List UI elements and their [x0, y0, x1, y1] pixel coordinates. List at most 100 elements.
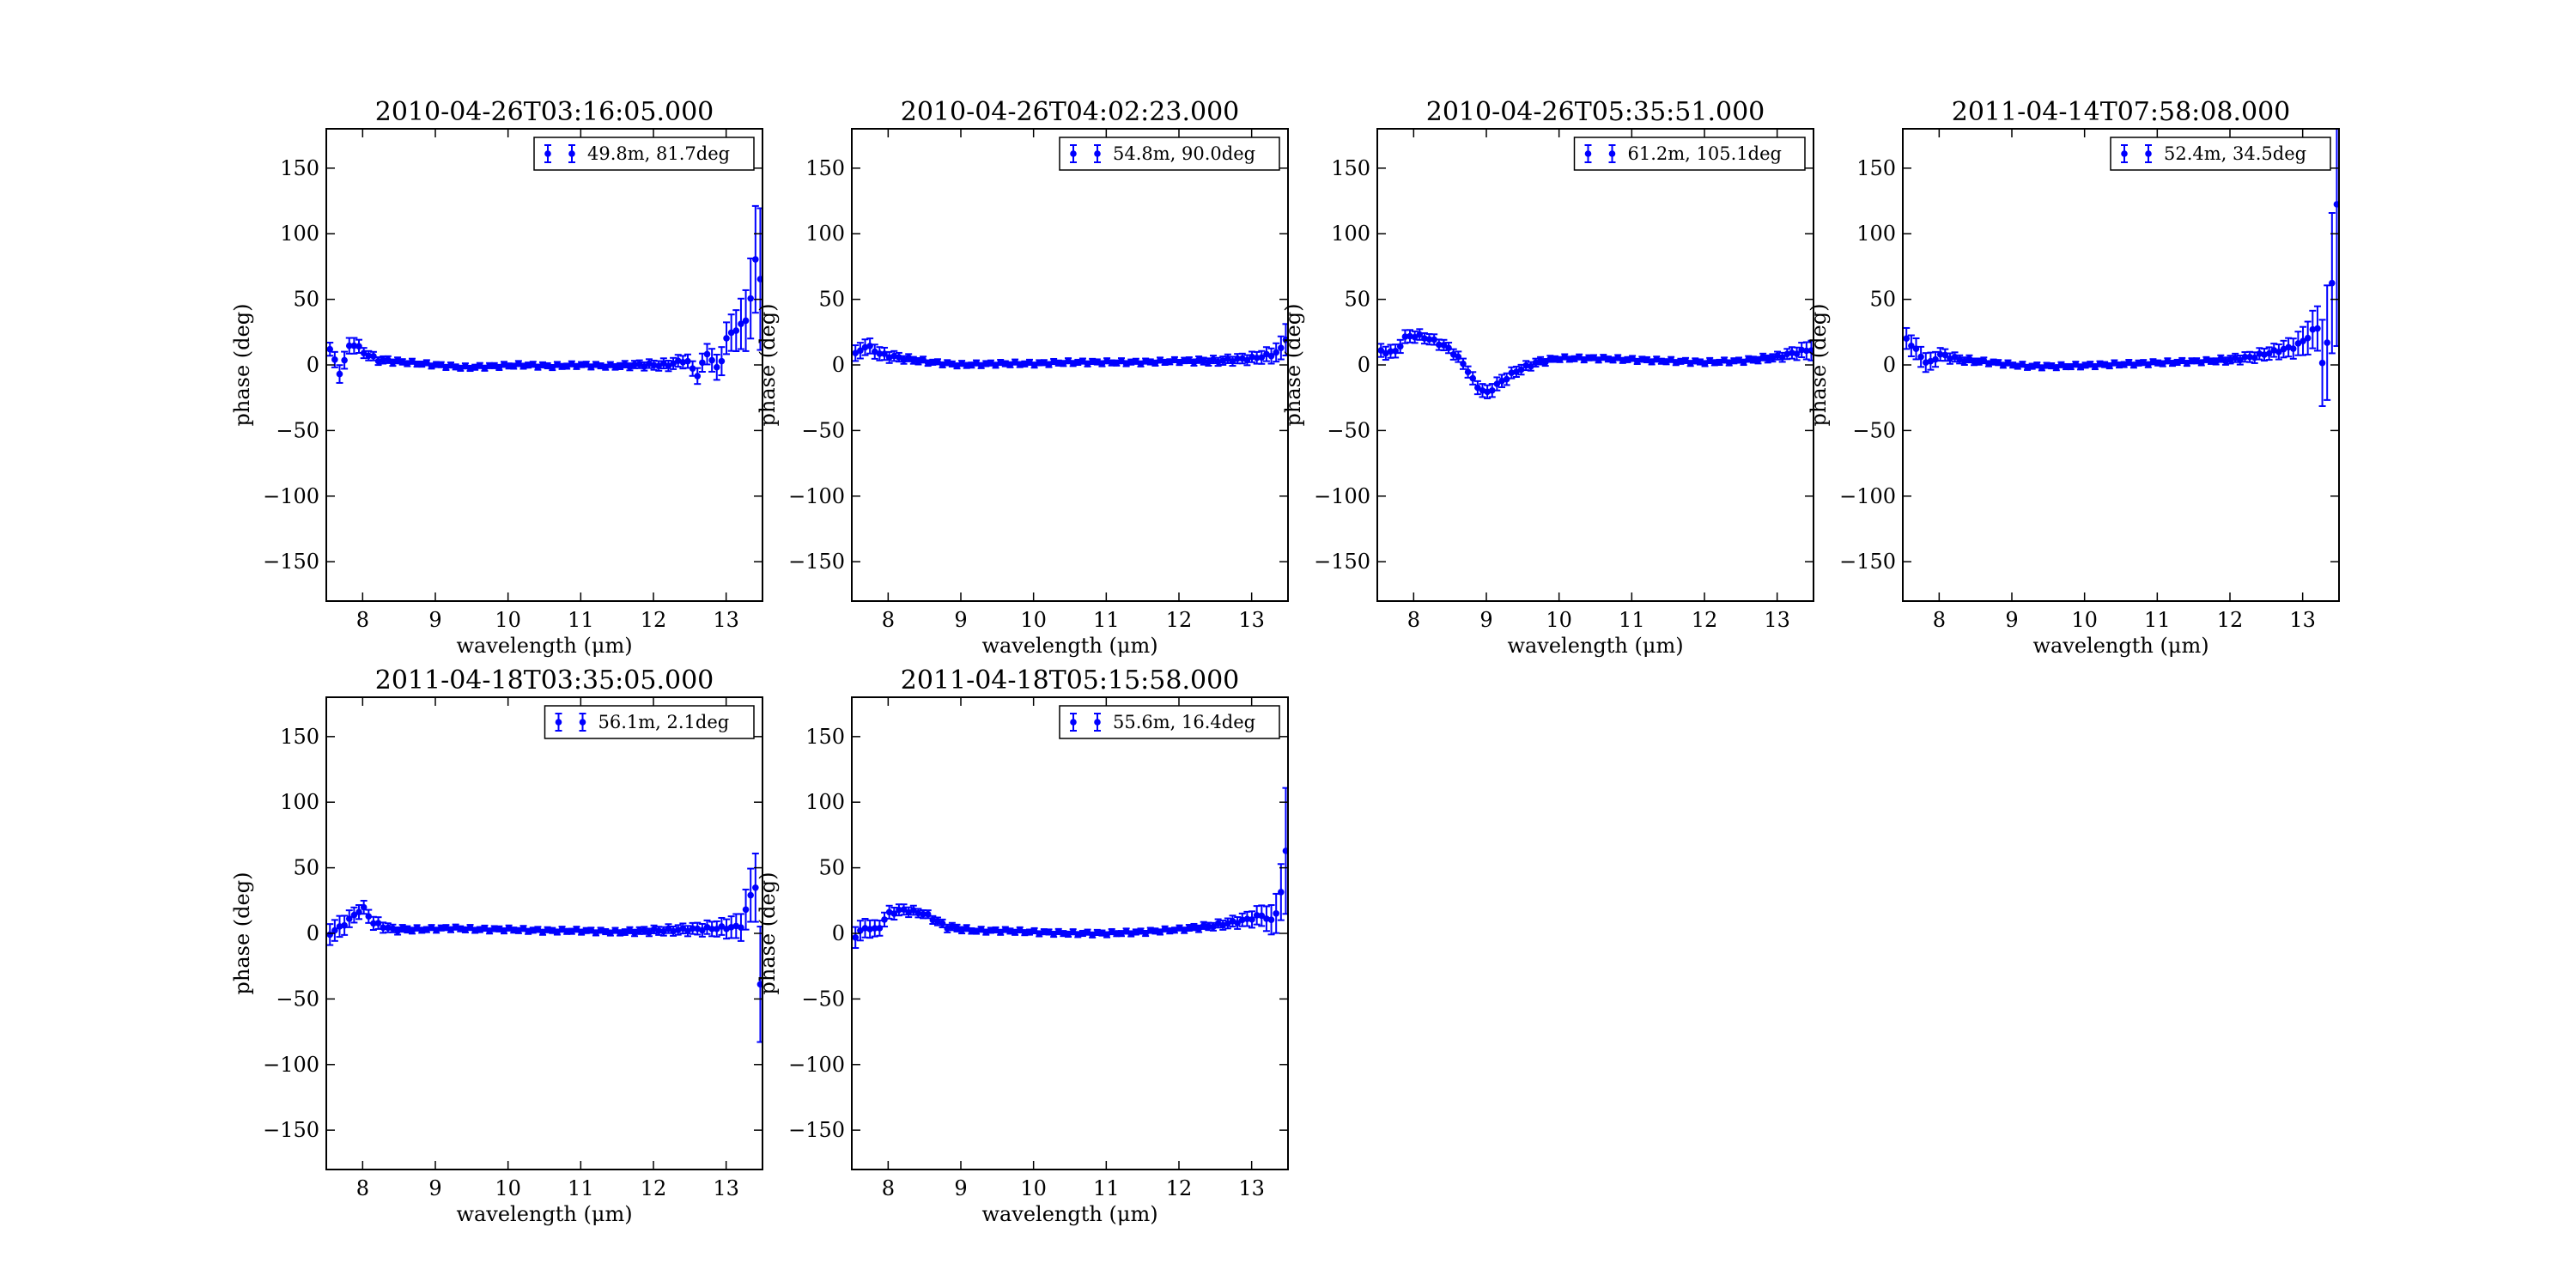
data-point: [852, 349, 860, 357]
data-point: [1278, 889, 1285, 896]
data-point: [380, 924, 386, 932]
data-point: [2159, 360, 2166, 368]
data-point: [708, 926, 715, 933]
data-point: [1614, 354, 1621, 361]
data-point: [345, 342, 353, 349]
data-point: [689, 365, 696, 373]
data-point: [345, 915, 353, 922]
data-point: [385, 924, 392, 932]
y-tick-label: −100: [1314, 484, 1370, 508]
data-point: [2318, 359, 2326, 367]
data-point: [2087, 361, 2094, 368]
data-point: [713, 363, 720, 371]
data-point: [1411, 333, 1419, 341]
data-point: [423, 359, 430, 367]
y-tick-label: −50: [801, 418, 845, 442]
data-point: [1205, 923, 1212, 930]
y-tick-label: 100: [280, 790, 319, 814]
data-point: [428, 924, 435, 932]
x-tick-label: 10: [1020, 608, 1047, 632]
x-tick-label: 9: [2005, 608, 2018, 632]
data-point: [413, 924, 421, 932]
data-point: [1425, 336, 1433, 343]
y-axis-label: phase (deg): [1807, 304, 1831, 427]
data-point: [1387, 348, 1394, 355]
data-point: [582, 361, 590, 368]
legend-marker-icon: [1070, 150, 1077, 157]
data-point: [2092, 363, 2099, 370]
data-point: [1436, 341, 1443, 349]
data-point: [607, 361, 614, 368]
data-point: [2241, 353, 2249, 361]
data-point: [331, 356, 338, 363]
data-point: [592, 929, 599, 937]
data-point: [1181, 357, 1188, 364]
data-point: [1249, 353, 1255, 361]
data-point: [447, 926, 454, 933]
x-tick-label: 10: [495, 1176, 521, 1200]
legend-marker-icon: [2145, 150, 2152, 157]
x-tick-label: 12: [1166, 608, 1193, 632]
legend: 54.8m, 90.0deg: [1059, 137, 1280, 171]
data-point: [1474, 384, 1481, 392]
data-point: [1648, 358, 1656, 366]
data-point: [1234, 920, 1241, 927]
data-point: [1234, 355, 1241, 362]
data-point: [360, 903, 368, 911]
data-point: [963, 924, 970, 932]
x-tick-label: 10: [1546, 608, 1572, 632]
data-point: [365, 352, 373, 360]
panel-title: 2010-04-26T03:16:05.000: [375, 97, 714, 127]
x-tick-label: 8: [882, 1176, 895, 1200]
data-point: [689, 925, 696, 933]
data-point: [1133, 357, 1139, 365]
data-point: [1267, 916, 1275, 923]
data-point: [1151, 360, 1159, 367]
data-point: [1421, 335, 1428, 342]
data-point: [611, 927, 619, 934]
legend-marker-icon: [555, 719, 562, 726]
x-tick-label: 12: [641, 1176, 667, 1200]
y-axis-label: phase (deg): [1281, 304, 1305, 427]
data-point: [1036, 359, 1043, 367]
y-tick-label: −150: [788, 1118, 845, 1142]
legend-marker-icon: [1608, 150, 1616, 157]
data-point: [1668, 355, 1674, 363]
data-point: [370, 352, 377, 360]
data-point: [1142, 930, 1149, 937]
data-point: [1030, 361, 1038, 368]
data-point: [1103, 931, 1110, 939]
x-tick-label: 13: [1764, 608, 1790, 632]
data-point: [1122, 927, 1130, 935]
data-point: [1273, 349, 1279, 356]
data-point: [1445, 344, 1452, 351]
data-point: [2256, 350, 2263, 357]
data-point: [2309, 325, 2317, 333]
data-point: [2053, 364, 2060, 371]
data-point: [1629, 355, 1636, 362]
data-point: [1517, 366, 1525, 374]
data-point: [1118, 930, 1125, 937]
y-tick-label: −150: [1314, 550, 1370, 574]
panel-title: 2011-04-18T03:35:05.000: [375, 665, 714, 696]
data-point: [684, 357, 691, 365]
panel-title: 2010-04-26T04:02:23.000: [901, 97, 1240, 127]
data-point: [534, 363, 542, 371]
data-point: [587, 927, 595, 934]
y-tick-label: 0: [832, 921, 845, 945]
data-point: [2197, 359, 2205, 367]
y-tick-label: 50: [1869, 288, 1896, 312]
data-point: [501, 927, 507, 934]
x-tick-label: 13: [1238, 608, 1265, 632]
data-point: [573, 926, 580, 933]
data-point: [607, 929, 614, 937]
data-point: [457, 365, 465, 372]
y-tick-label: −50: [276, 418, 319, 442]
chart-panel-5: 8 9 10 11 12 13 −150 −100 −50 0 50 100 150 2011-04-18…: [230, 665, 763, 1226]
data-point: [2105, 362, 2113, 369]
data-point: [1488, 386, 1496, 394]
data-point: [1253, 912, 1261, 919]
data-point: [732, 327, 740, 334]
data-series: [1903, 129, 2339, 407]
data-point: [1686, 360, 1694, 367]
